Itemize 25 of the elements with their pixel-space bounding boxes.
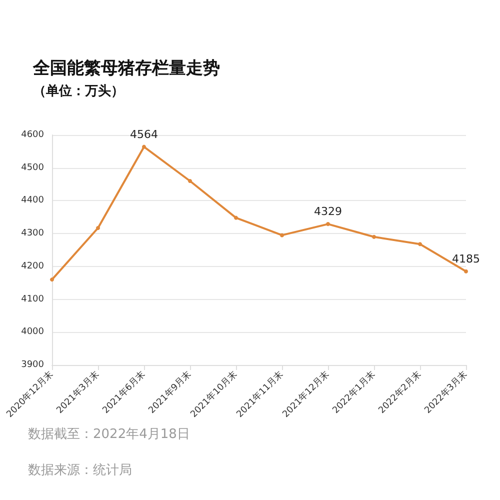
y-tick-label: 4600 [21, 130, 44, 140]
chart-subtitle: （单位：万头） [33, 83, 124, 99]
point [142, 144, 146, 149]
point [464, 269, 468, 274]
text: 数据截至：2022年4月18日 [28, 427, 190, 442]
point [234, 216, 238, 220]
chart-title: 全国能繁母猪存栏量走势 [32, 58, 220, 78]
point [50, 278, 54, 282]
point [280, 233, 284, 238]
point [418, 242, 422, 246]
y-tick-label: 4200 [21, 261, 44, 272]
y-tick-label: 4500 [21, 162, 44, 173]
data-label: 4564 [130, 128, 158, 141]
source-note: 数据来源：统计局 [28, 463, 132, 478]
data-label: 4329 [314, 205, 342, 218]
y-tick-label: 4400 [21, 196, 44, 206]
y-tick-label: 3900 [21, 360, 44, 370]
y-tick-label: 4300 [21, 228, 44, 239]
point [372, 234, 376, 239]
data-label: 4185 [452, 252, 480, 266]
point [326, 222, 330, 226]
y-tick-label: 4100 [21, 294, 44, 304]
y-tick-label: 4000 [21, 327, 44, 338]
point [188, 179, 192, 183]
point [96, 226, 100, 230]
